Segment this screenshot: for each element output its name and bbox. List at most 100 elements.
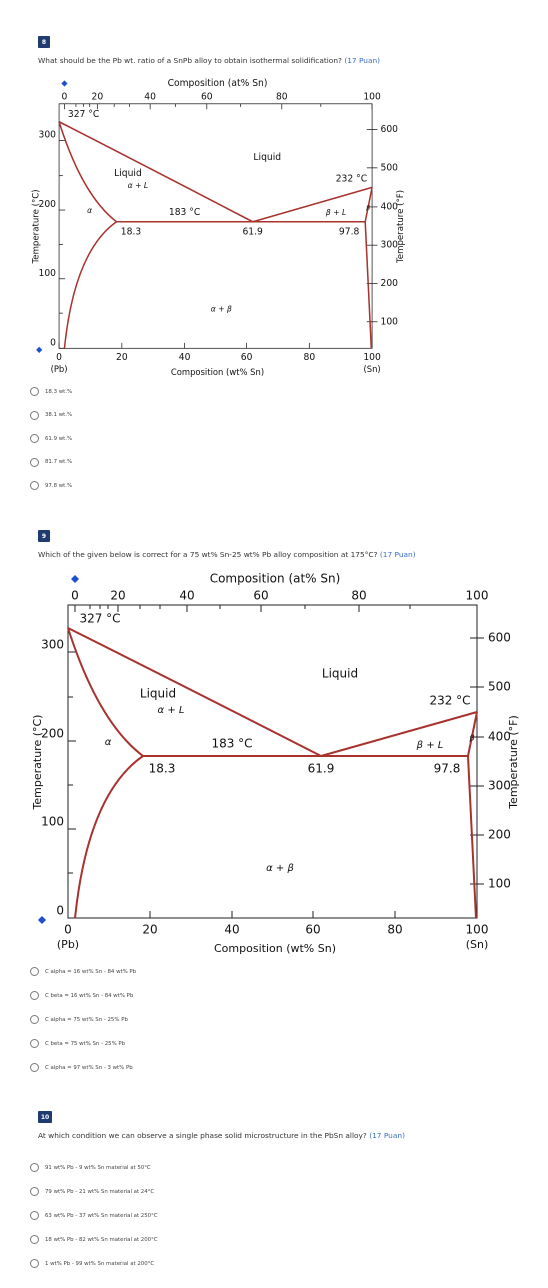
diagram-label: 60	[253, 589, 268, 603]
diagram-label: 183 °C	[169, 207, 200, 218]
question-text: What should be the Pb wt. ratio of a SnP…	[38, 56, 380, 65]
answer-option[interactable]: 63 wt% Pb - 37 wt% Sn material at 250°C	[30, 1211, 158, 1220]
answer-option[interactable]: 81.7 wt.%	[30, 457, 72, 467]
plot-frame	[67, 604, 478, 919]
option-label: 63 wt% Pb - 37 wt% Sn material at 250°C	[45, 1212, 158, 1219]
option-label: 97.8 wt.%	[45, 482, 73, 489]
radio-button[interactable]	[30, 1211, 39, 1220]
diagram-label: α + β	[266, 863, 294, 874]
radio-button[interactable]	[30, 410, 39, 420]
diagram-label: 100	[41, 815, 64, 829]
answer-option[interactable]: 1 wt% Pb - 99 wt% Sn material at 200°C	[30, 1259, 154, 1268]
diagram-label: α	[105, 737, 112, 748]
question-text: Which of the given below is correct for …	[38, 550, 416, 559]
answer-option[interactable]: 38.1 wt.%	[30, 410, 73, 420]
diagram-label: 183 °C	[211, 737, 252, 751]
diagram-label: (Pb)	[57, 938, 79, 951]
radio-button[interactable]	[30, 1015, 39, 1024]
diagram-label: β + L	[326, 208, 346, 217]
radio-button[interactable]	[30, 1039, 39, 1048]
radio-button[interactable]	[30, 481, 39, 490]
diagram-label: (Sn)	[466, 938, 489, 951]
diagram-label: β	[468, 734, 474, 743]
diagram-label: 80	[351, 589, 366, 603]
diagram-label: 18.3	[121, 226, 142, 237]
diagram-label: 300	[39, 129, 57, 140]
answer-option[interactable]: C beta = 16 wt% Sn - 84 wt% Pb	[30, 991, 133, 1000]
question-number: 8	[38, 36, 50, 48]
answer-option[interactable]: C beta = 75 wt% Sn - 25% Pb	[30, 1039, 125, 1048]
answer-option[interactable]: C alpha = 16 wt% Sn - 84 wt% Pb	[30, 967, 136, 976]
radio-button[interactable]	[30, 1063, 39, 1072]
corner-marker	[71, 575, 79, 583]
diagram-label: 300	[41, 638, 64, 652]
diagram-label: 40	[179, 589, 194, 603]
answer-option[interactable]: 18 wt% Pb - 82 wt% Sn material at 200°C	[30, 1235, 158, 1244]
answer-option[interactable]: 61.9 wt.%	[30, 434, 72, 443]
answer-option[interactable]: 91 wt% Pb - 9 wt% Sn material at 50°C	[30, 1163, 151, 1172]
diagram-label: Liquid	[253, 152, 281, 163]
option-label: 38.1 wt.%	[45, 412, 73, 418]
diagram-label: Temperature (°F)	[396, 190, 406, 264]
diagram-label: Temperature (°C)	[31, 715, 44, 811]
diagram-label: 60	[201, 91, 213, 102]
corner-marker	[38, 916, 46, 924]
diagram-label: 200	[381, 278, 399, 289]
radio-button[interactable]	[30, 387, 39, 396]
question-text: At which condition we can observe a sing…	[38, 1131, 405, 1140]
diagram-label: 100	[363, 352, 381, 363]
option-label: C beta = 16 wt% Sn - 84 wt% Pb	[45, 992, 134, 999]
question-points: (17 Puan)	[344, 56, 381, 65]
diagram-label: 200	[41, 727, 64, 741]
answer-option[interactable]: C alpha = 97 wt% Sn - 3 wt% Pb	[30, 1063, 133, 1072]
answer-option[interactable]: C alpha = 75 wt% Sn - 25% Pb	[30, 1015, 128, 1024]
radio-button[interactable]	[30, 1187, 39, 1196]
radio-button[interactable]	[30, 457, 39, 467]
diagram-label: 20	[110, 589, 125, 603]
diagram-label: 600	[488, 631, 511, 645]
diagram-label: 97.8	[339, 226, 360, 237]
radio-button[interactable]	[30, 1259, 39, 1268]
diagram-label: 100	[39, 268, 57, 279]
phase-diagram: 0 20 40 60 80 100 Composition (at% Sn) 0 20 40 60 8…	[31, 572, 520, 956]
radio-button[interactable]	[30, 434, 39, 443]
question-body: Which of the given below is correct for …	[38, 550, 378, 559]
diagram-label: Liquid	[114, 168, 142, 179]
diagram-label: Composition (at% Sn)	[210, 572, 341, 586]
diagram-label: 400	[488, 730, 511, 744]
diagram-label: Temperature (°F)	[507, 715, 520, 810]
diagram-label: 61.9	[308, 762, 335, 776]
phase-boundary	[63, 221, 117, 349]
question-points: (17 Puan)	[379, 550, 416, 559]
diagram-label: 400	[381, 201, 399, 212]
diagram-label: (Pb)	[51, 365, 68, 375]
radio-button[interactable]	[30, 991, 39, 1000]
diagram-label: 18.3	[149, 762, 176, 776]
option-label: 18.3 wt.%	[45, 388, 73, 395]
diagram-label: 100	[466, 589, 489, 603]
question-body: At which condition we can observe a sing…	[38, 1131, 367, 1140]
diagram-label: α + β	[211, 304, 232, 313]
diagram-label: Composition (wt% Sn)	[214, 942, 336, 955]
answer-option[interactable]: 97.8 wt.%	[30, 481, 72, 490]
diagram-label: 80	[387, 923, 402, 937]
phase-boundary	[58, 121, 373, 223]
radio-button[interactable]	[30, 1235, 39, 1244]
diagram-label: Composition (wt% Sn)	[171, 368, 264, 378]
answer-option[interactable]: 18.3 wt.%	[30, 387, 72, 396]
diagram-label: 100	[363, 91, 381, 102]
diagram-label: β	[366, 205, 370, 212]
phase-boundary	[466, 711, 478, 919]
diagram-label: Liquid	[140, 687, 176, 701]
diagram-label: 60	[305, 923, 320, 937]
radio-button[interactable]	[30, 967, 39, 976]
option-label: 1 wt% Pb - 99 wt% Sn material at 200°C	[45, 1260, 155, 1267]
diagram-label: 327 °C	[79, 612, 120, 626]
diagram-label: 97.8	[434, 762, 461, 776]
answer-option[interactable]: 79 wt% Pb - 21 wt% Sn material at 24°C	[30, 1187, 154, 1196]
diagram-label: 0	[56, 904, 64, 918]
question-number: 10	[38, 1111, 52, 1123]
diagram-label: 100	[488, 877, 511, 891]
radio-button[interactable]	[30, 1163, 39, 1172]
diagram-label: 500	[381, 162, 399, 173]
